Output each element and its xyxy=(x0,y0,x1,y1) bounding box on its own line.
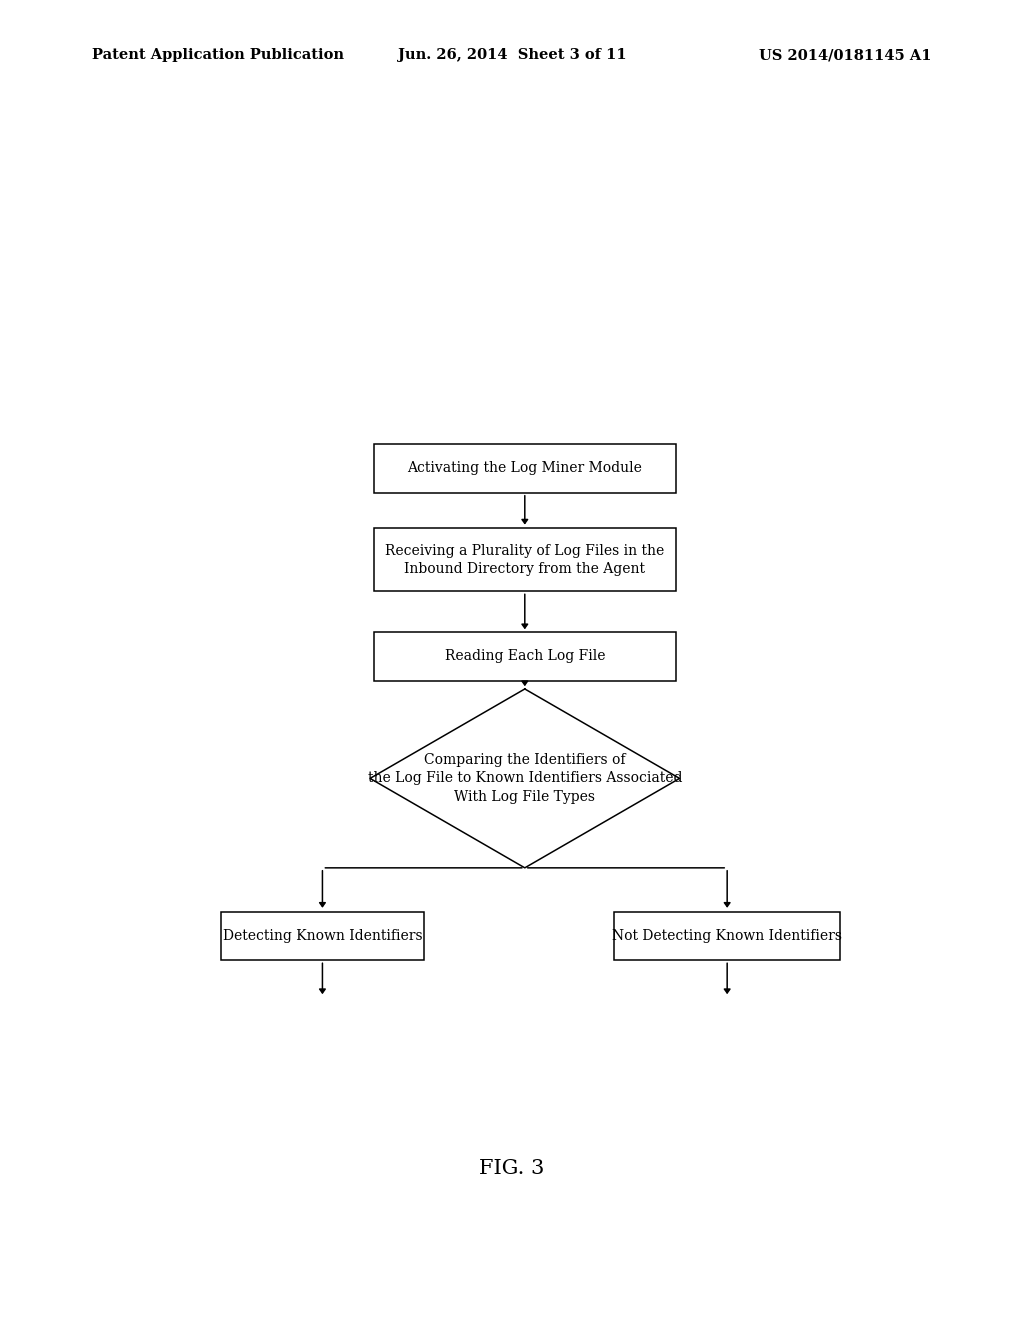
Text: Activating the Log Miner Module: Activating the Log Miner Module xyxy=(408,462,642,475)
Bar xyxy=(221,912,424,961)
Text: Patent Application Publication: Patent Application Publication xyxy=(92,49,344,62)
Bar xyxy=(374,528,676,591)
Text: Receiving a Plurality of Log Files in the
Inbound Directory from the Agent: Receiving a Plurality of Log Files in th… xyxy=(385,544,665,576)
Bar xyxy=(374,444,676,492)
Text: US 2014/0181145 A1: US 2014/0181145 A1 xyxy=(760,49,932,62)
Text: Detecting Known Identifiers: Detecting Known Identifiers xyxy=(222,929,422,942)
Bar xyxy=(374,632,676,681)
Text: Comparing the Identifiers of
the Log File to Known Identifiers Associated
With L: Comparing the Identifiers of the Log Fil… xyxy=(368,752,682,804)
Polygon shape xyxy=(370,689,680,867)
Bar xyxy=(614,912,841,961)
Text: Jun. 26, 2014  Sheet 3 of 11: Jun. 26, 2014 Sheet 3 of 11 xyxy=(397,49,627,62)
Text: Not Detecting Known Identifiers: Not Detecting Known Identifiers xyxy=(612,929,842,942)
Text: FIG. 3: FIG. 3 xyxy=(479,1159,545,1177)
Text: Reading Each Log File: Reading Each Log File xyxy=(444,649,605,664)
